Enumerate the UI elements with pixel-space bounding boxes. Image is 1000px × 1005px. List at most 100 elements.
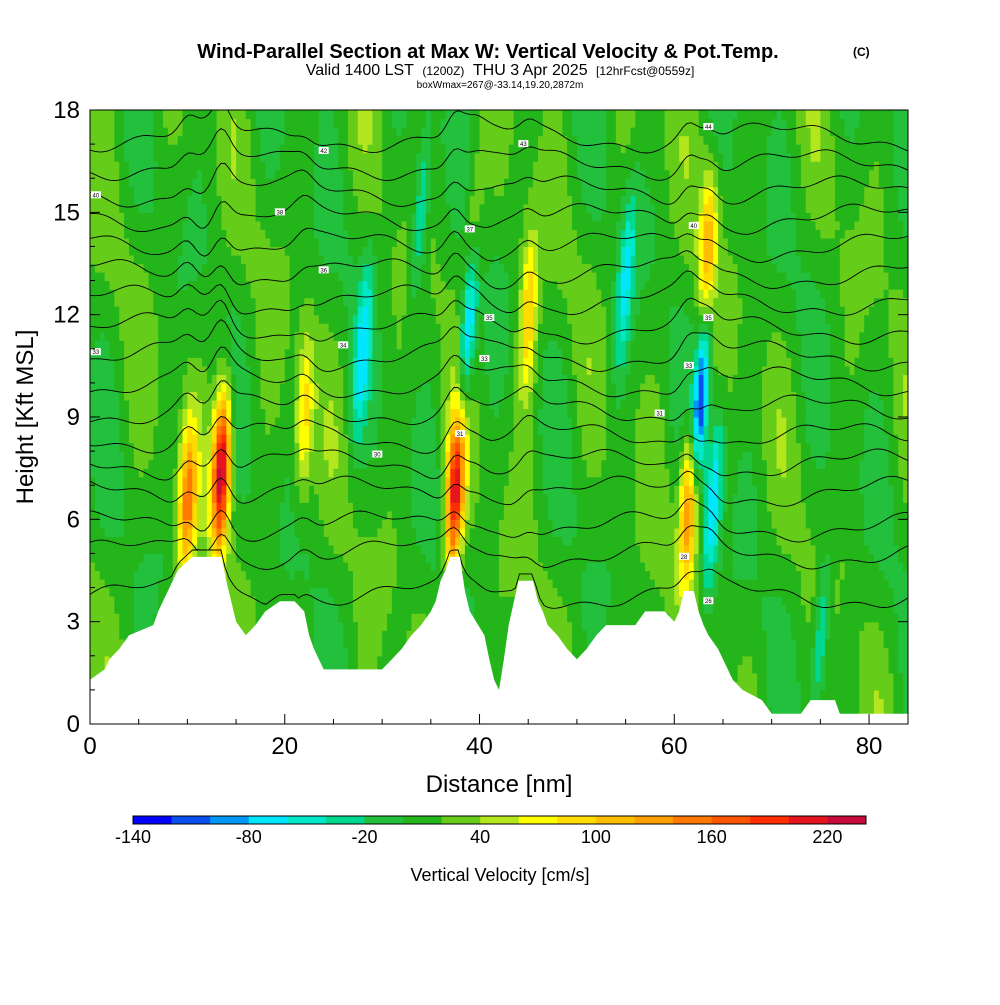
velocity-cell	[698, 587, 705, 597]
velocity-cell	[391, 289, 408, 299]
velocity-cell	[372, 297, 378, 307]
velocity-cell	[318, 510, 354, 520]
velocity-cell	[90, 570, 101, 580]
velocity-cell	[474, 272, 481, 282]
velocity-cell	[114, 144, 125, 154]
velocity-cell	[810, 272, 841, 282]
isentrope-label: 30	[372, 450, 383, 459]
velocity-cell	[372, 357, 383, 367]
velocity-cell	[649, 570, 675, 580]
velocity-cell	[679, 135, 690, 145]
velocity-cell	[708, 425, 714, 435]
velocity-cell	[401, 220, 408, 230]
velocity-cell	[800, 681, 812, 691]
velocity-cell	[279, 502, 291, 512]
velocity-cell	[533, 408, 539, 418]
velocity-cell	[873, 698, 885, 708]
velocity-cell	[128, 399, 159, 410]
velocity-cell	[206, 459, 213, 469]
velocity-cell	[372, 272, 378, 282]
velocity-cell	[133, 451, 154, 461]
velocity-cell	[357, 655, 378, 665]
velocity-cell	[382, 195, 417, 205]
velocity-cell	[474, 331, 481, 341]
velocity-cell	[893, 178, 908, 188]
velocity-cell	[90, 434, 120, 444]
velocity-cell	[440, 459, 447, 469]
velocity-cell	[513, 348, 520, 358]
velocity-cell	[236, 374, 252, 384]
velocity-cell	[158, 314, 227, 324]
velocity-cell	[718, 186, 768, 196]
velocity-cell	[469, 493, 481, 503]
velocity-cell	[309, 442, 315, 452]
velocity-cell	[313, 306, 349, 316]
velocity-cell	[776, 451, 787, 461]
velocity-cell	[372, 323, 378, 333]
velocity-cell	[518, 365, 524, 375]
velocity-cell	[606, 357, 612, 367]
velocity-cell	[679, 425, 690, 435]
velocity-cell	[708, 348, 714, 358]
velocity-cell	[781, 408, 797, 418]
velocity-cell	[138, 203, 154, 213]
velocity-cell	[669, 306, 685, 316]
velocity-cell	[221, 493, 227, 503]
velocity-cell	[542, 476, 573, 486]
velocity-cell	[796, 408, 807, 418]
velocity-cell	[440, 519, 447, 529]
velocity-cell	[718, 263, 739, 273]
velocity-cell	[309, 391, 315, 401]
velocity-cell	[654, 246, 680, 256]
velocity-cell	[576, 246, 617, 256]
velocity-cell	[460, 408, 466, 418]
svg-text:37: 37	[466, 227, 473, 233]
velocity-cell	[255, 186, 315, 196]
velocity-cell	[888, 280, 908, 290]
velocity-cell	[703, 272, 714, 282]
velocity-cell	[221, 544, 227, 555]
velocity-cell	[479, 476, 510, 486]
velocity-cell	[133, 604, 159, 614]
isentrope-label: 28	[679, 552, 690, 561]
velocity-cell	[421, 186, 427, 196]
velocity-cell	[460, 382, 466, 393]
velocity-cell	[830, 399, 870, 410]
velocity-cell	[537, 237, 578, 248]
velocity-cell	[357, 203, 383, 213]
velocity-cell	[581, 621, 607, 631]
velocity-cell	[630, 357, 671, 367]
velocity-cell	[425, 110, 432, 120]
velocity-cell	[708, 476, 714, 486]
velocity-cell	[820, 127, 831, 137]
velocity-cell	[742, 297, 797, 307]
velocity-cell	[469, 476, 481, 486]
velocity-cell	[630, 306, 641, 316]
velocity-cell	[411, 493, 442, 503]
velocity-cell	[684, 451, 690, 461]
isentrope-line	[90, 380, 908, 426]
velocity-cell	[713, 178, 719, 188]
velocity-cell	[450, 391, 461, 401]
velocity-cell	[640, 297, 695, 307]
velocity-cell	[693, 536, 700, 546]
velocity-cell	[552, 527, 578, 537]
velocity-cell	[372, 246, 393, 256]
velocity-cell	[796, 425, 807, 435]
velocity-cell	[221, 382, 227, 393]
velocity-cell	[703, 399, 709, 410]
velocity-cell	[382, 382, 422, 393]
velocity-cell	[688, 579, 695, 589]
velocity-cell	[713, 596, 763, 606]
velocity-cell	[265, 161, 281, 171]
velocity-cell	[460, 417, 466, 427]
velocity-cell	[231, 519, 281, 529]
velocity-cell	[708, 144, 719, 154]
velocity-cell	[669, 417, 685, 427]
velocity-cell	[357, 365, 369, 375]
velocity-cell	[513, 118, 544, 128]
velocity-cell	[460, 314, 466, 324]
velocity-cell	[903, 229, 908, 239]
velocity-cell	[718, 459, 724, 469]
potential-temperature-contours	[90, 110, 908, 609]
